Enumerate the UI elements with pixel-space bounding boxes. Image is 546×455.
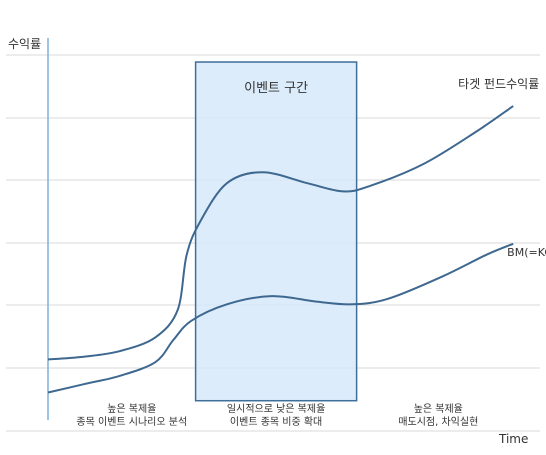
x-axis-label: Time <box>498 432 528 446</box>
series-label: 타겟 펀드수익률 <box>458 77 539 91</box>
phase-label: 이벤트 종목 비중 확대 <box>230 416 322 428</box>
series-layer: 타겟 펀드수익률 BM(=KOSPI) <box>47 77 546 394</box>
event-region-box <box>194 61 358 402</box>
y-axis-label: 수익률 <box>8 37 41 51</box>
phase-label: 매도시점, 차익실현 <box>398 416 478 428</box>
phase-label: 높은 복제율 <box>414 403 463 415</box>
phase-label: 종목 이벤트 시나리오 분석 <box>76 416 187 428</box>
phase-label: 일시적으로 낮은 복제율 <box>227 403 325 415</box>
series-line-benchmark <box>47 242 514 394</box>
event-region-label: 이벤트 구간 <box>244 81 308 96</box>
series-line-target-fund <box>47 105 514 361</box>
phase-label: 높은 복제율 <box>107 403 156 415</box>
series-label: BM(=KOSPI) <box>507 246 546 259</box>
